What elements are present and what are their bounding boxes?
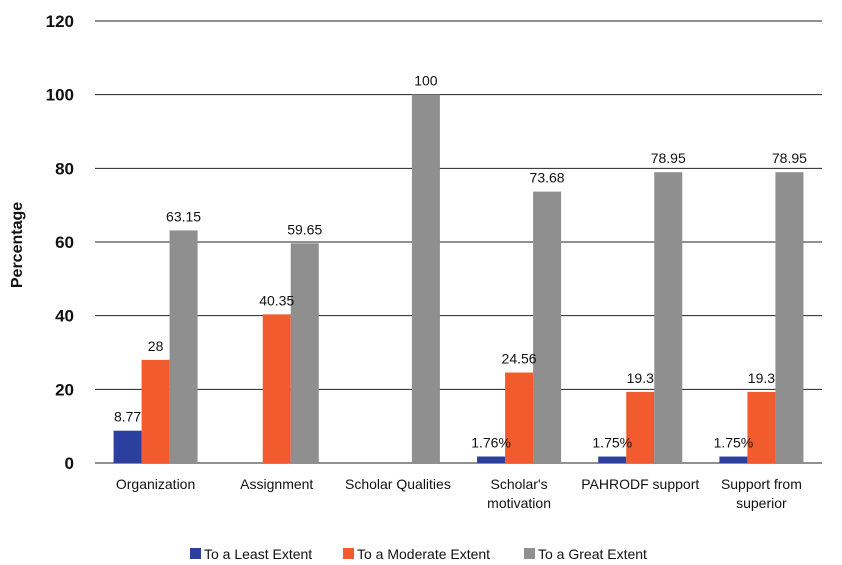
x-tick-label: Assignment [240, 476, 313, 492]
bar [598, 456, 627, 463]
data-label: 1.75% [714, 435, 754, 451]
bar [113, 430, 142, 463]
data-label: 8.77 [114, 409, 141, 425]
gridlines [95, 20, 822, 464]
data-label: 1.75% [592, 435, 632, 451]
legend-swatch [190, 548, 201, 559]
data-label: 73.68 [530, 170, 565, 186]
data-label: 59.65 [287, 221, 322, 237]
y-tick-label: 20 [55, 380, 74, 399]
legend: To a Least Extent To a Moderate Extent To … [190, 546, 647, 562]
data-label: 78.95 [651, 150, 686, 166]
x-tick-label: superior [736, 495, 787, 511]
data-label: 100 [414, 73, 438, 89]
x-tick-label: motivation [487, 495, 551, 511]
bar [141, 359, 170, 463]
bar [626, 391, 655, 463]
data-labels: 8.77 1.76% 1.75% 1.75% 28 40.35 24.56 19.3 19.3 6… [114, 73, 807, 451]
bar [747, 391, 776, 463]
y-tick-label: 60 [55, 233, 74, 252]
x-axis: Organization Assignment Scholar Qualities S… [116, 476, 802, 511]
bar [169, 230, 198, 463]
y-tick-label: 100 [46, 86, 74, 105]
data-label: 1.76% [471, 435, 511, 451]
x-tick-label: Scholar's [491, 476, 548, 492]
bar [411, 94, 440, 464]
bar [477, 456, 506, 463]
data-label: 78.95 [772, 150, 807, 166]
bar [775, 172, 804, 463]
data-label: 40.35 [259, 292, 294, 308]
legend-label: To a Least Extent [204, 546, 312, 562]
y-tick-label: 120 [46, 12, 74, 31]
data-label: 19.3 [748, 370, 775, 386]
bar [290, 243, 319, 463]
bars [113, 94, 804, 464]
legend-label: To a Great Extent [538, 546, 647, 562]
x-tick-label: Support from [721, 476, 802, 492]
legend-swatch [343, 548, 354, 559]
y-tick-label: 80 [55, 159, 74, 178]
y-tick-label: 40 [55, 307, 74, 326]
bar [533, 191, 562, 463]
bar [719, 456, 748, 463]
bar [505, 372, 534, 463]
legend-swatch [524, 548, 535, 559]
data-label: 24.56 [502, 351, 537, 367]
legend-label: To a Moderate Extent [357, 546, 490, 562]
data-label: 63.15 [166, 208, 201, 224]
data-label: 19.3 [627, 370, 654, 386]
x-tick-label: Scholar Qualities [345, 476, 451, 492]
data-label: 28 [148, 338, 164, 354]
x-tick-label: Organization [116, 476, 195, 492]
y-axis: 0 20 40 60 80 100 120 [46, 12, 74, 473]
bar [654, 172, 683, 463]
x-tick-label: PAHRODF support [581, 476, 699, 492]
y-axis-label: Percentage [9, 202, 26, 288]
bar [262, 314, 291, 463]
y-tick-label: 0 [65, 454, 74, 473]
